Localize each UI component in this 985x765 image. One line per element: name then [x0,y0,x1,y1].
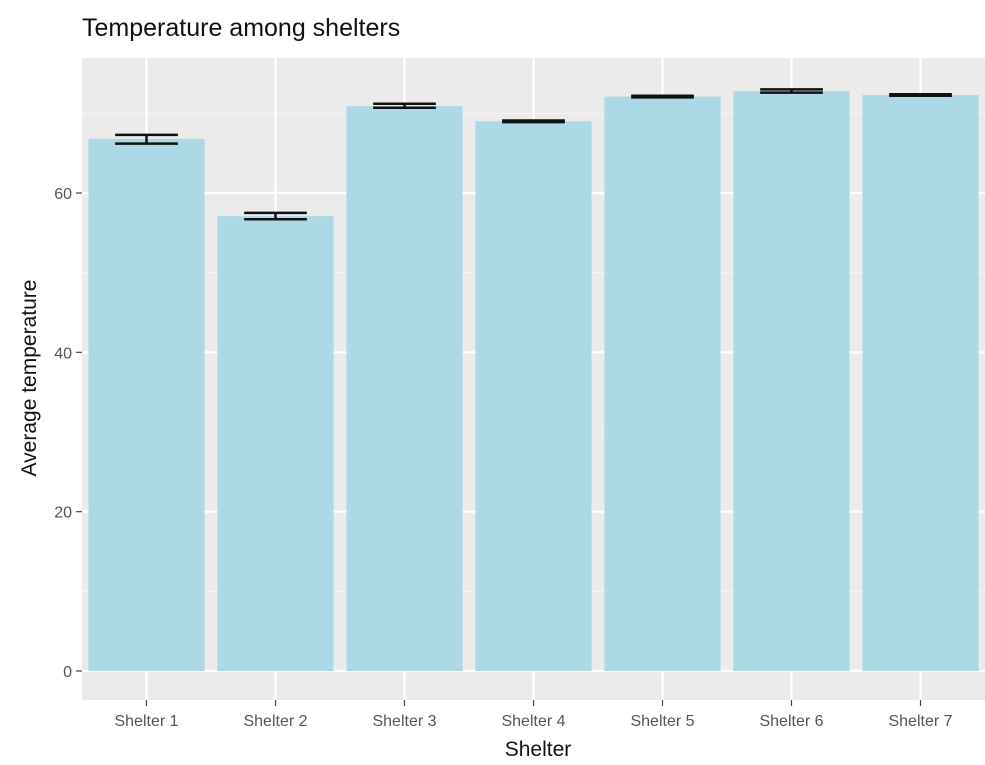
error-bar [244,211,307,221]
y-axis-title: Average temperature [18,280,41,477]
x-tick-label: Shelter 7 [888,713,952,730]
error-bar [760,88,823,94]
bars [88,91,979,672]
chart-title: Temperature among shelters [82,14,400,42]
error-bar [889,92,952,98]
y-axis: 0 20 40 60 [54,186,82,681]
y-tick-label: 40 [54,345,72,362]
bar-shelter-6 [733,91,850,671]
error-bar [502,119,565,124]
bar-shelter-7 [862,95,979,671]
x-tick-label: Shelter 4 [501,713,565,730]
bar-shelter-3 [346,106,463,671]
bar-shelter-2 [217,216,334,671]
x-axis: Shelter 1 Shelter 2 Shelter 3 Shelter 4 Shel… [114,700,953,730]
x-axis-title: Shelter [505,738,572,761]
x-tick-label: Shelter 5 [630,713,694,730]
error-bars [115,88,952,221]
y-tick-label: 20 [54,505,72,522]
x-tick-label: Shelter 1 [114,713,178,730]
error-bar [373,102,436,110]
y-tick-label: 60 [54,186,72,203]
bar-shelter-5 [604,96,721,671]
bar-shelter-1 [88,138,205,671]
x-tick-label: Shelter 3 [372,713,436,730]
y-tick-label: 0 [63,664,72,681]
bar-shelter-4 [475,121,592,672]
x-tick-label: Shelter 2 [243,713,307,730]
x-tick-label: Shelter 6 [759,713,823,730]
error-bar [631,94,694,99]
error-bar [115,133,178,145]
